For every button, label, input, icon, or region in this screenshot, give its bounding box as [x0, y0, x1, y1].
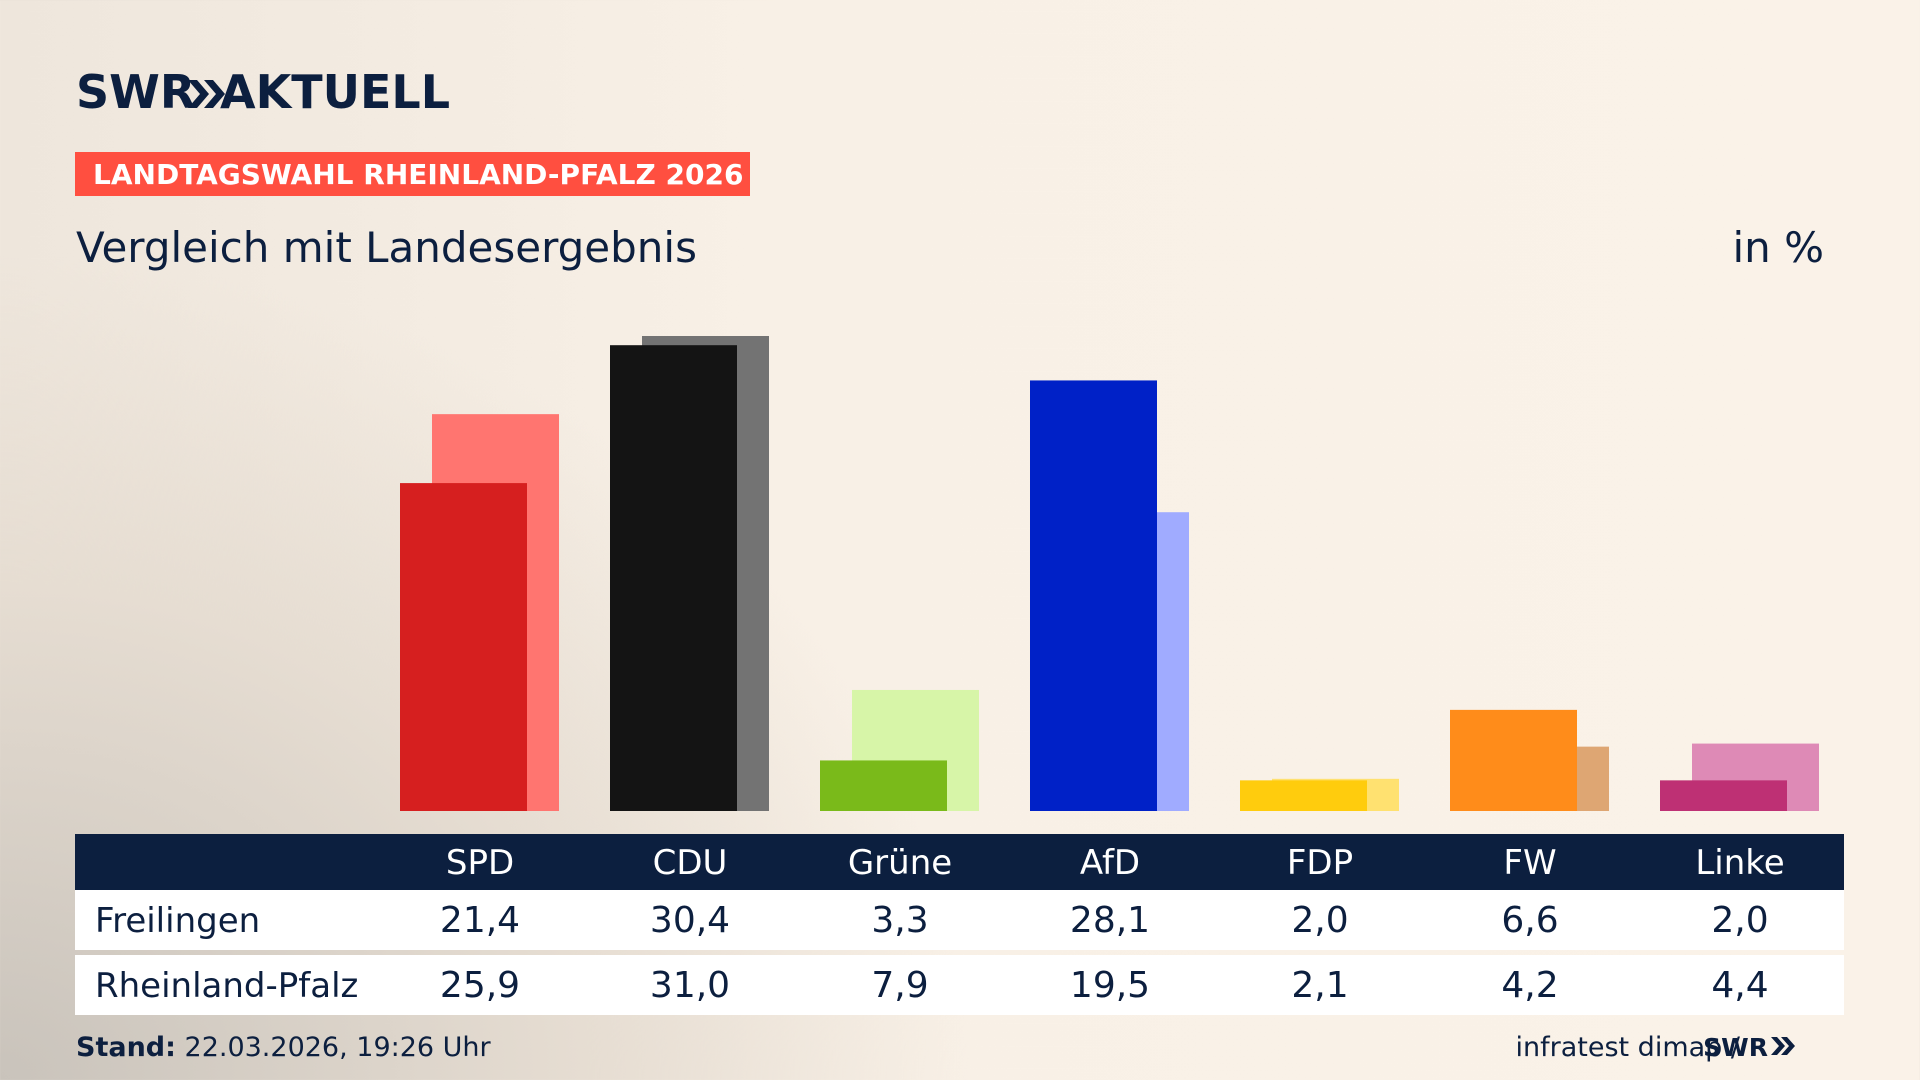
footer-stand: Stand: 22.03.2026, 19:26 Uhr	[76, 1032, 492, 1063]
category-label: SPD	[446, 843, 514, 883]
bar	[1660, 780, 1787, 811]
footer-label: Stand:	[76, 1032, 176, 1063]
value-label: 7,9	[871, 965, 928, 1006]
row-label: Freilingen	[95, 901, 260, 941]
value-label: 6,6	[1501, 900, 1558, 941]
chart-title: Vergleich mit Landesergebnis	[76, 223, 697, 272]
category-label: CDU	[653, 843, 728, 883]
table-row	[75, 955, 1844, 1015]
tag-background	[75, 152, 750, 196]
bar	[400, 483, 527, 811]
value-label: 21,4	[440, 900, 520, 941]
logo-section: AKTUELL	[220, 65, 450, 119]
value-label: 25,9	[440, 965, 520, 1006]
value-label: 4,2	[1501, 965, 1558, 1006]
table-header	[75, 834, 1844, 890]
footer-date: 22.03.2026, 19:26 Uhr	[185, 1032, 492, 1063]
category-label: FDP	[1287, 843, 1353, 883]
bar	[820, 760, 947, 811]
category-label: Linke	[1695, 843, 1784, 883]
value-label: 3,3	[871, 900, 928, 941]
footer-source: infratest dimap /	[1515, 1032, 1740, 1063]
tag: LANDTAGSWAHL RHEINLAND-PFALZ 2026	[93, 158, 743, 191]
value-label: 2,1	[1291, 965, 1348, 1006]
value-label: 19,5	[1070, 965, 1150, 1006]
value-label: 2,0	[1291, 900, 1348, 941]
bar	[610, 345, 737, 811]
row-label: Rheinland-Pfalz	[95, 966, 358, 1006]
bar	[1030, 380, 1157, 811]
category-label: FW	[1503, 843, 1556, 883]
table-row	[75, 890, 1844, 950]
unit-label: in %	[1732, 223, 1824, 272]
value-label: 2,0	[1711, 900, 1768, 941]
bar	[1240, 780, 1367, 811]
value-label: 28,1	[1070, 900, 1150, 941]
logo-brand: SWR	[76, 65, 195, 119]
value-label: 4,4	[1711, 965, 1768, 1006]
logo-chevrons	[188, 80, 225, 108]
category-label: AfD	[1080, 843, 1140, 883]
bar	[1450, 709, 1577, 811]
value-label: 30,4	[650, 900, 730, 941]
value-label: 31,0	[650, 965, 730, 1006]
footer-chevrons	[1771, 1037, 1795, 1055]
footer-brand: SWR	[1703, 1033, 1768, 1062]
category-label: Grüne	[848, 843, 952, 883]
